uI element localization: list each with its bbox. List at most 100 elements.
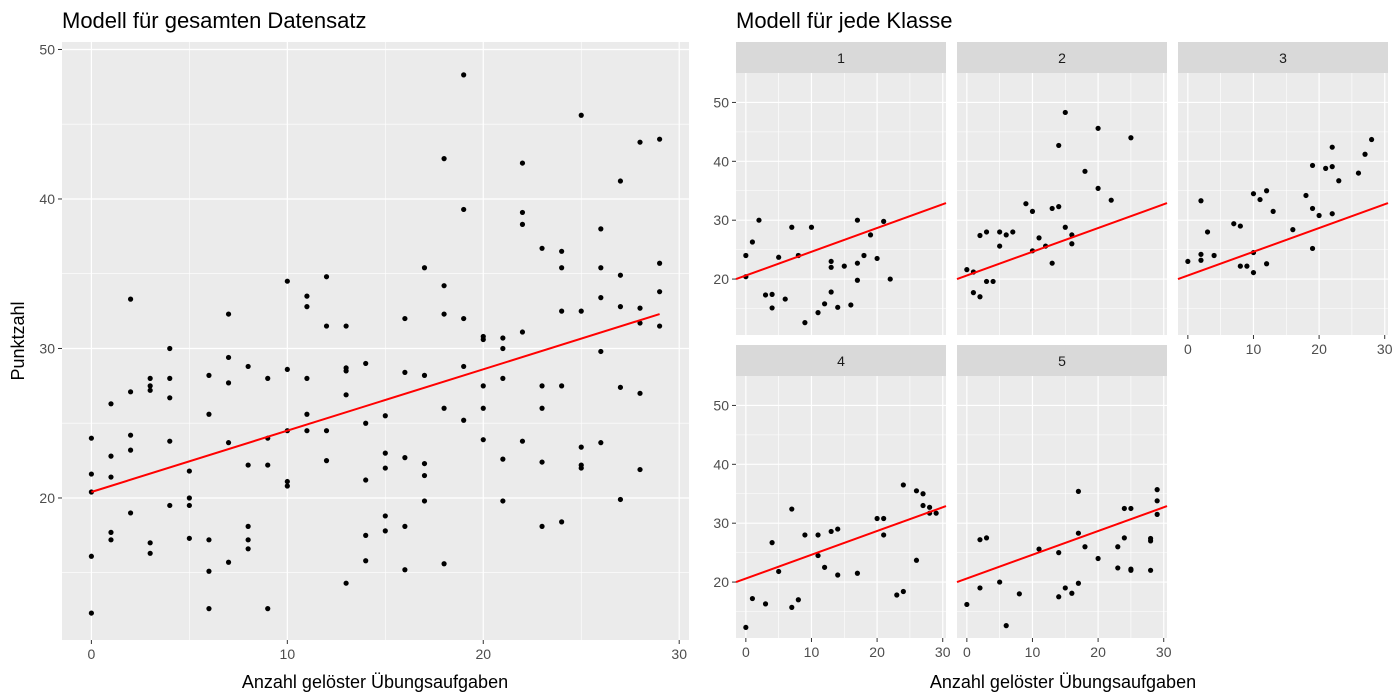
left-data-point [88,610,94,616]
facet-5-data-point [997,579,1003,585]
facet-3-data-point [1198,257,1204,263]
facet-1-data-point [881,218,887,224]
left-data-point [284,278,290,284]
left-data-point [598,440,604,446]
left-data-point [402,567,408,573]
facet-3-data-point [1250,269,1257,276]
facet-x-ticks: 0 10 20 30 [1184,335,1393,357]
left-y-tick-label: 50 [39,41,55,57]
left-data-point [323,323,330,329]
facet-3-data-point [1237,263,1243,269]
left-data-point [461,417,467,423]
left-data-point [519,329,526,335]
facet-2-data-point [997,229,1003,235]
facet-4-data-point [749,595,756,602]
facet-y-ticks: 20 30 40 50 [713,94,736,287]
left-y-tick-label: 30 [39,340,55,356]
left-data-point [578,444,584,450]
facet-5-data-point [1056,550,1062,556]
facet-5-data-point [1154,511,1160,517]
left-data-point [539,459,545,465]
facet-1: 1 20 30 40 50 [713,42,947,335]
facet-3: 3 0 10 20 30 [1177,42,1393,357]
left-data-point [500,335,506,341]
facet-1-data-point [762,292,769,298]
left-data-point [343,323,349,329]
left-data-point [108,537,114,543]
left-data-point [559,265,565,271]
facet-1-data-point [815,310,821,316]
left-data-point [637,466,643,473]
facet-4-y-tick-label: 20 [713,574,729,590]
left-data-point [617,304,624,310]
facet-grid-lines [736,73,946,335]
left-data-point [402,455,408,461]
facet-2-data-point [1069,241,1075,247]
facet-4-data-point [920,491,926,497]
facet-3-data-point [1329,211,1335,217]
left-data-point [147,375,153,381]
facet-5: 5 0 10 20 30 [956,345,1172,660]
facet-2-data-point [1023,201,1029,207]
left-data-point [323,458,330,464]
left-data-point [225,354,232,361]
facet-1-data-point [854,260,861,266]
facet-5-data-point [1147,567,1154,573]
left-chart-title: Modell für gesamten Datensatz [62,8,367,33]
left-data-point [559,248,565,254]
facet-3-data-point [1204,229,1211,235]
facet-3-data-point [1362,151,1368,157]
left-data-point [304,375,310,381]
left-data-point [304,428,310,434]
left-data-point [461,72,467,78]
facet-2-data-point [964,267,970,273]
left-data-point [186,535,192,541]
facet-line [735,505,947,584]
facet-points [1185,136,1375,276]
left-data-point [167,395,173,401]
facet-1-data-point [861,252,867,259]
facet-1-data-point [743,252,749,259]
left-data-point [363,532,369,538]
facet-5-data-point [1075,488,1082,494]
left-data-point [127,432,134,438]
facet-5-data-point [1075,530,1082,536]
facet-2-data-point [1062,224,1068,230]
facet-3-data-point [1263,261,1270,267]
left-y-tick-label: 40 [39,191,55,207]
facet-5-data-point [1056,594,1062,600]
facet-2-data-point [1108,197,1114,203]
facet-3-data-point [1309,205,1316,212]
facet-4-y-tick-label: 30 [713,515,729,531]
left-data-point [127,510,134,516]
facet-1-data-point [802,320,808,326]
facet-strip-label: 2 [1058,50,1066,66]
left-x-tick-label: 20 [475,646,491,662]
left-data-point [206,606,212,612]
facet-2-data-point [1056,142,1062,149]
facet-1-y-tick-label: 30 [713,212,729,228]
left-data-point [245,363,251,370]
facet-1-data-point [828,289,834,295]
left-data-point [519,209,526,216]
left-data-point [323,274,330,280]
left-data-point [578,465,584,471]
facet-1-data-point [749,239,756,245]
facet-5-data-point [1154,487,1160,493]
facet-2-data-point [1095,125,1101,131]
facet-3-data-point [1316,212,1322,219]
left-data-point [559,383,565,389]
left-data-point [108,401,114,407]
facet-2-data-point [1095,185,1101,191]
facet-4-data-point [815,532,821,538]
left-data-point [88,435,94,441]
left-data-point [578,112,584,118]
facet-strip-label: 3 [1279,50,1287,66]
facet-3-data-point [1263,188,1270,194]
facet-5-data-point [1082,544,1088,550]
facet-3-data-point [1237,223,1243,229]
facet-2-data-point [990,278,996,285]
facet-1-data-point [867,232,874,238]
left-data-point [265,462,271,468]
